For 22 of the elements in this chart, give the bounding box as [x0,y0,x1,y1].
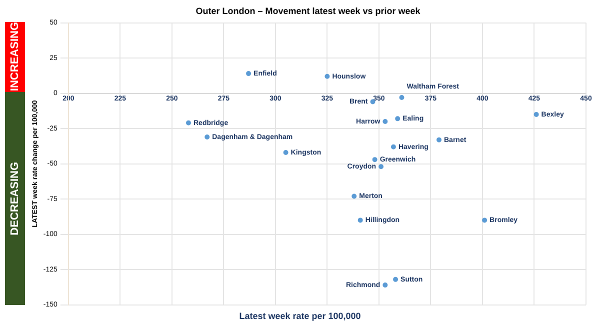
x-axis-title: Latest week rate per 100,000 [238,311,362,321]
point [436,137,442,142]
text: DECREASING [9,162,21,236]
point [393,276,398,282]
point [482,218,488,223]
point [246,71,252,76]
text: INCREASING [9,22,21,92]
point [324,74,330,79]
point [372,157,378,162]
point [390,144,396,150]
point [382,282,388,288]
point [378,164,384,170]
point [204,134,210,140]
point [399,95,404,100]
point [283,150,288,156]
point [382,119,388,124]
point [395,116,400,122]
point [186,120,191,126]
point [534,112,539,117]
point [352,194,357,199]
point [358,218,363,223]
chart-title: Outer London – Movement latest week vs prior week [196,6,422,16]
